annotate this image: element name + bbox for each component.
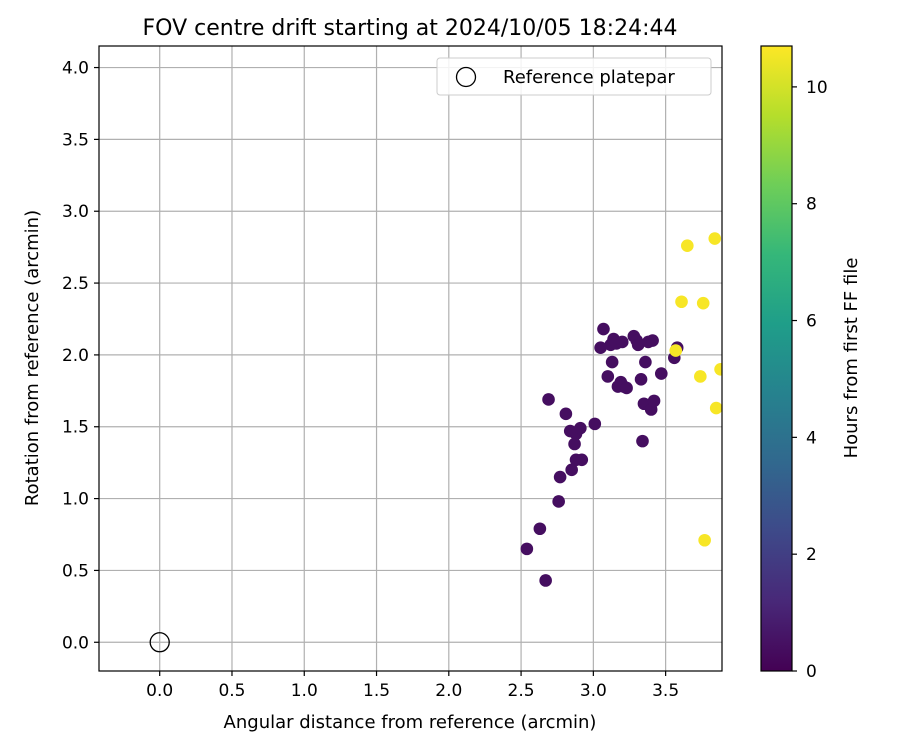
data-point (647, 394, 661, 408)
data-point (620, 381, 633, 395)
colorbar-tick-label: 10 (806, 78, 828, 98)
data-point (696, 296, 710, 310)
data-points (520, 232, 722, 587)
data-point (597, 322, 610, 336)
data-point (669, 344, 683, 357)
colorbar-label: Hours from first FF file (841, 258, 862, 459)
reference-platepar-marker (149, 632, 170, 653)
y-gridlines (99, 66, 722, 643)
y-tick-label: 0.5 (62, 561, 89, 581)
data-point (601, 370, 615, 383)
colorbar-tick-label: 8 (806, 195, 817, 215)
legend-open-circle-icon (455, 66, 477, 88)
data-point (636, 434, 649, 448)
x-tick-label: 1.5 (363, 681, 390, 701)
data-point (708, 232, 722, 245)
y-tick-label: 3.5 (62, 130, 89, 150)
y-tick-label: 4.0 (62, 59, 89, 79)
data-point (559, 407, 573, 421)
data-point (698, 533, 711, 547)
data-point (588, 417, 602, 431)
colorbar-gradient (761, 46, 792, 671)
y-tick-label: 1.5 (62, 418, 89, 438)
data-point (594, 341, 607, 355)
legend-label: Reference platepar (503, 67, 675, 88)
plot-frame (98, 45, 723, 672)
data-point (654, 367, 668, 380)
data-point (605, 355, 619, 369)
colorbar-tick-label: 2 (806, 545, 817, 565)
y-tick-label: 2.0 (62, 346, 89, 366)
data-point (634, 373, 648, 386)
x-axis-ticks: 0.0 0.5 1.0 1.5 2.0 2.5 3.0 3.5 (146, 671, 679, 701)
data-point (615, 335, 629, 349)
data-point (565, 463, 578, 477)
x-tick-label: 0.0 (146, 681, 173, 701)
y-tick-label: 1.0 (62, 490, 89, 510)
y-axis-ticks: 0.0 0.5 1.0 1.5 2.0 2.5 3.0 3.5 4.0 (62, 59, 99, 653)
data-point (714, 362, 722, 376)
data-point (675, 295, 688, 309)
x-tick-label: 3.0 (580, 681, 607, 701)
colorbar-frame (760, 45, 793, 672)
data-point (542, 393, 555, 406)
x-tick-label: 0.5 (218, 681, 245, 701)
data-point (681, 239, 694, 253)
data-point (631, 338, 645, 352)
colorbar-ticks: 0 2 4 6 8 10 (792, 78, 828, 682)
y-axis-label: Rotation from reference (arcmin) (22, 210, 43, 506)
data-point (533, 522, 547, 536)
colorbar-tick-label: 4 (806, 428, 817, 448)
data-point (552, 495, 565, 508)
data-point (574, 421, 587, 435)
x-gridlines (159, 46, 667, 671)
data-point (520, 542, 534, 556)
legend: Reference platepar (436, 57, 712, 96)
x-tick-label: 1.0 (291, 681, 318, 701)
data-point (553, 470, 567, 484)
x-tick-label: 3.5 (652, 681, 679, 701)
legend-box (436, 57, 712, 96)
y-tick-label: 0.0 (62, 633, 89, 653)
data-point (575, 453, 589, 467)
data-point (694, 370, 707, 383)
plot-area (99, 46, 722, 671)
x-tick-label: 2.5 (508, 681, 535, 701)
data-point (539, 574, 552, 587)
colorbar-tick-label: 0 (806, 662, 817, 682)
data-point (568, 437, 581, 451)
data-point (709, 401, 722, 415)
chart-title: FOV centre drift starting at 2024/10/05 … (143, 16, 678, 41)
data-point (646, 334, 659, 347)
colorbar-tick-label: 6 (806, 312, 817, 332)
data-point (639, 355, 652, 369)
x-axis-label: Angular distance from reference (arcmin) (224, 712, 597, 733)
y-tick-label: 3.0 (62, 202, 89, 222)
y-tick-label: 2.5 (62, 274, 89, 294)
x-tick-label: 2.0 (435, 681, 462, 701)
reference-marker (149, 632, 170, 653)
colorbar: 0 2 4 6 8 10 Hours from first FF file (760, 45, 862, 682)
